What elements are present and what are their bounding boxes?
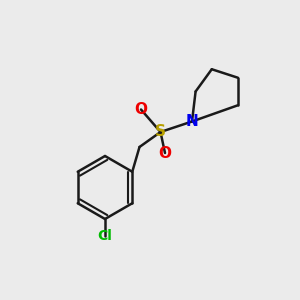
Text: Cl: Cl <box>98 229 112 242</box>
Text: O: O <box>134 102 148 117</box>
Text: N: N <box>186 114 198 129</box>
Text: S: S <box>155 124 166 140</box>
Text: O: O <box>158 146 172 160</box>
